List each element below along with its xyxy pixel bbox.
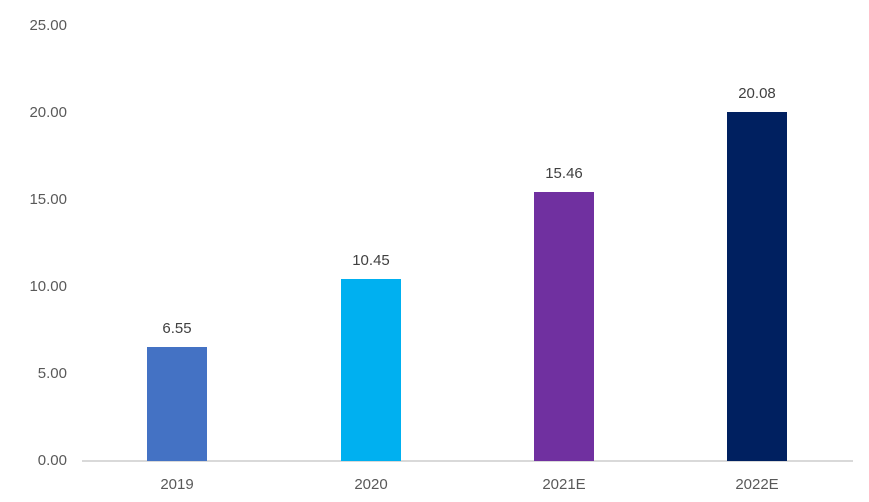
- y-axis-tick-label: 20.00: [29, 104, 67, 121]
- data-label-2020: 10.45: [352, 252, 390, 269]
- x-axis-category-label-2019: 2019: [160, 476, 194, 493]
- y-axis-tick-label: 25.00: [29, 17, 67, 34]
- bar-2019: [147, 347, 207, 461]
- x-axis-category-label-2022e: 2022E: [735, 476, 779, 493]
- y-axis-tick-label: 15.00: [29, 191, 67, 208]
- bar-2021e: [534, 192, 594, 461]
- y-axis-tick-label: 10.00: [29, 278, 67, 295]
- bar-2020: [341, 279, 401, 461]
- bar-2022e: [727, 112, 787, 461]
- data-label-2019: 6.55: [162, 320, 192, 337]
- x-axis-category-label-2020: 2020: [354, 476, 388, 493]
- y-axis-tick-label: 5.00: [37, 365, 67, 382]
- data-label-2021e: 15.46: [545, 165, 583, 182]
- data-label-2022e: 20.08: [738, 85, 776, 102]
- x-axis-line: [82, 460, 853, 462]
- y-axis-tick-label: 0.00: [37, 452, 67, 469]
- x-axis-category-label-2021e: 2021E: [542, 476, 586, 493]
